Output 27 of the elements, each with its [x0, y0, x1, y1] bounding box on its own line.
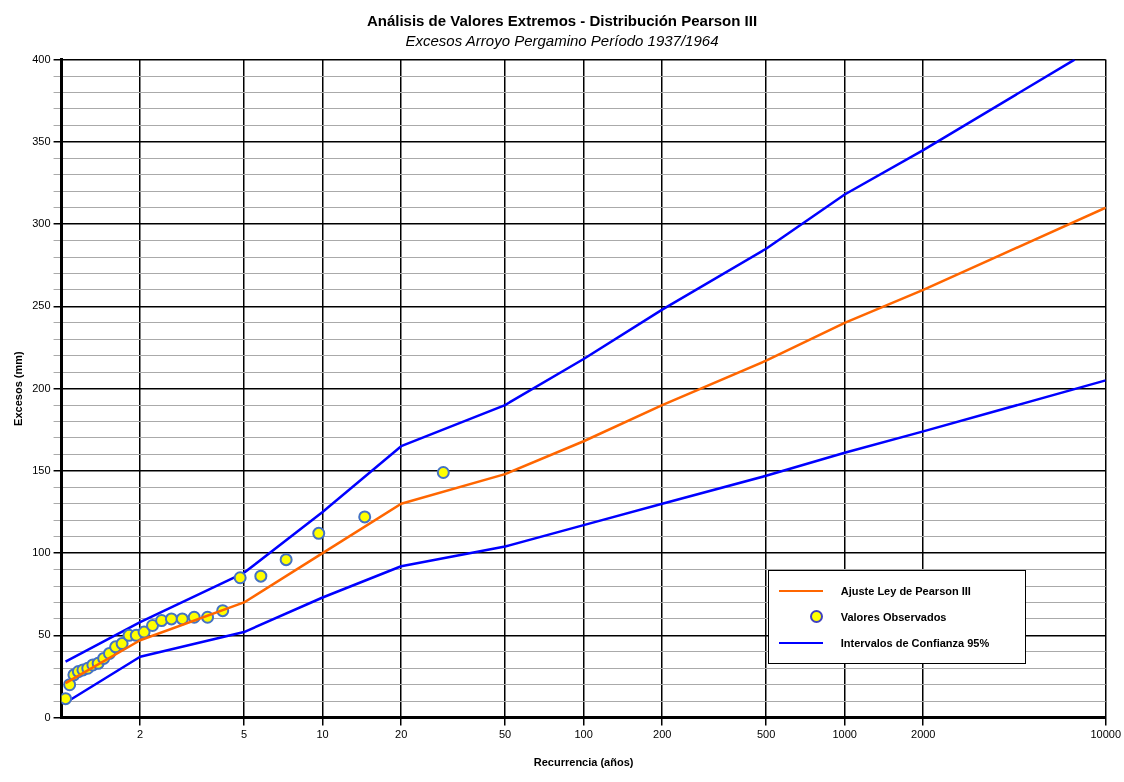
x-tick-label: 2000	[911, 728, 936, 741]
x-tick-label: 500	[756, 728, 776, 741]
x-tick-label: 20	[395, 728, 408, 741]
legend-label: Intervalos de Confianza 95%	[840, 636, 990, 649]
chart-title: Análisis de Valores Extremos - Distribución Pearson III	[365, 12, 759, 29]
y-tick-label: 100	[32, 546, 51, 559]
x-tick-label: 2	[137, 728, 144, 741]
y-tick-label: 150	[32, 463, 51, 476]
x-tick-label: 10000	[1090, 728, 1121, 741]
y-tick-label: 200	[32, 381, 51, 394]
y-tick-label: 250	[32, 299, 51, 312]
x-tick-label: 50	[498, 728, 512, 741]
y-tick-label: 400	[32, 52, 51, 65]
x-tick-label: 1000	[832, 728, 857, 741]
y-tick-label: 50	[38, 628, 51, 641]
chart-subtitle: Excesos Arroyo Pergamino Período 1937/1964	[404, 32, 720, 49]
y-tick-label: 350	[32, 134, 51, 147]
y-axis-title: Excesos (mm)	[11, 350, 24, 426]
legend-label: Valores Observados	[840, 610, 947, 623]
x-tick-label: 5	[240, 728, 248, 741]
x-tick-label: 100	[574, 728, 593, 741]
x-tick-label: 10	[316, 728, 329, 741]
x-axis-title: Recurrencia (años)	[533, 756, 634, 769]
x-tick-label: 200	[653, 728, 672, 741]
y-tick-label: 300	[32, 217, 51, 230]
legend-label: Ajuste Ley de Pearson III	[840, 584, 971, 597]
y-tick-label: 0	[44, 710, 51, 723]
